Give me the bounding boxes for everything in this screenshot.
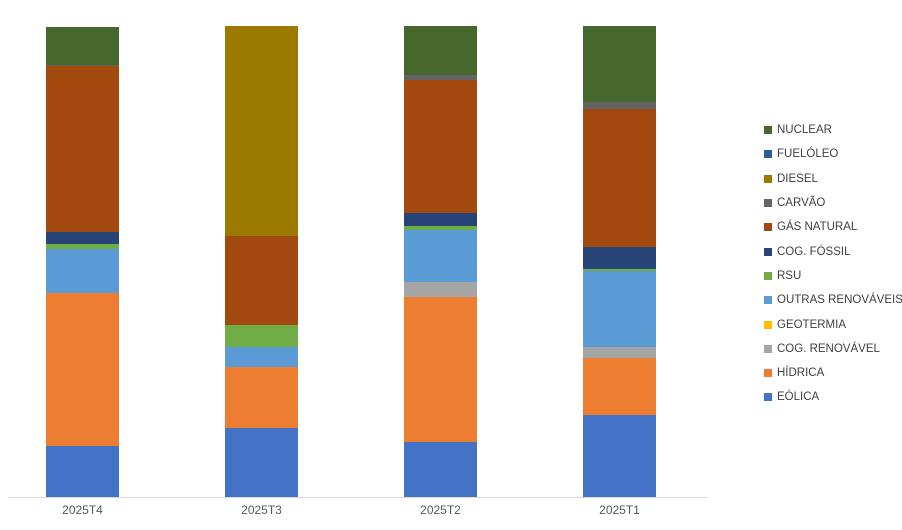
x-tick-label-2025t3: 2025T3 (241, 503, 282, 517)
legend-item-outras-renov-veis: OUTRAS RENOVÁVEIS (764, 288, 902, 312)
segment-nuclear (46, 26, 119, 65)
legend-item-geotermia: GEOTERMIA (764, 312, 902, 336)
legend-swatch-carv-o (764, 199, 772, 208)
legend-label-carv-o: CARVÃO (777, 197, 826, 210)
legend-swatch-nuclear (764, 126, 772, 135)
legend-item-cog-f-ssil: COG. FÓSSIL (764, 239, 902, 263)
segment-cog-f-ssil (46, 232, 119, 245)
legend-item-rsu: RSU (764, 264, 902, 288)
legend-item-h-drica: HÍDRICA (764, 361, 902, 385)
segment-outras-renov-veis (46, 249, 119, 294)
segment-carv-o (583, 101, 656, 109)
segment-rsu (404, 226, 477, 230)
legend-swatch-g-s-natural (764, 223, 772, 232)
legend-label-h-drica: HÍDRICA (777, 367, 825, 380)
segment-rsu (225, 325, 298, 348)
segment-h-drica (225, 367, 298, 429)
segment-g-s-natural (404, 80, 477, 214)
legend-swatch-rsu (764, 271, 772, 280)
legend: NUCLEAR FUELÓLEO DIESEL CARVÃO GÁS NATURAL CO… (764, 118, 902, 410)
x-tick-label-2025t1: 2025T1 (599, 503, 640, 517)
segment-outras-renov-veis (404, 229, 477, 282)
legend-swatch-fuel-leo (764, 150, 772, 159)
segment-cog-renov-vel (404, 281, 477, 297)
legend-swatch-diesel (764, 174, 772, 183)
segment-g-s-natural (46, 66, 119, 233)
legend-swatch-e-lica (764, 393, 772, 402)
segment-e-lica (583, 415, 656, 497)
x-tick-label-2025t2: 2025T2 (420, 503, 461, 517)
legend-label-e-lica: EÓLICA (777, 391, 820, 404)
bar-2025t1 (583, 26, 656, 497)
segment-g-s-natural (225, 236, 298, 326)
legend-item-diesel: DIESEL (764, 167, 902, 191)
legend-swatch-cog-renov-vel (764, 344, 772, 353)
segment-h-drica (583, 358, 656, 416)
segment-outras-renov-veis (583, 271, 656, 348)
legend-label-nuclear: NUCLEAR (777, 124, 832, 137)
legend-swatch-outras-renov-veis (764, 296, 772, 305)
segment-h-drica (46, 293, 119, 447)
segment-g-s-natural (583, 108, 656, 247)
legend-label-diesel: DIESEL (777, 172, 818, 185)
legend-item-g-s-natural: GÁS NATURAL (764, 215, 902, 239)
legend-label-cog-f-ssil: COG. FÓSSIL (777, 245, 851, 258)
segment-diesel (225, 26, 298, 237)
segment-e-lica (46, 446, 119, 497)
segment-outras-renov-veis (225, 347, 298, 368)
legend-label-rsu: RSU (777, 269, 802, 282)
legend-swatch-geotermia (764, 320, 772, 329)
legend-item-carv-o: CARVÃO (764, 191, 902, 215)
segment-rsu (583, 269, 656, 272)
legend-item-cog-renov-vel: COG. RENOVÁVEL (764, 337, 902, 361)
legend-item-e-lica: EÓLICA (764, 385, 902, 409)
segment-rsu (46, 244, 119, 250)
legend-item-fuel-leo: FUELÓLEO (764, 142, 902, 166)
segment-e-lica (225, 428, 298, 497)
segment-carv-o (46, 64, 119, 67)
segment-cog-renov-vel (583, 347, 656, 359)
segment-h-drica (404, 296, 477, 442)
legend-swatch-h-drica (764, 369, 772, 378)
x-tick-label-2025t4: 2025T4 (62, 503, 103, 517)
x-axis-line (8, 497, 708, 498)
legend-label-g-s-natural: GÁS NATURAL (777, 221, 858, 234)
segment-e-lica (404, 441, 477, 497)
plot-area: 2025T4 2025T3 2025T2 2025T1 (8, 26, 708, 517)
legend-swatch-cog-f-ssil (764, 247, 772, 256)
legend-label-cog-renov-vel: COG. RENOVÁVEL (777, 342, 880, 355)
bar-2025t4 (46, 26, 119, 497)
legend-label-geotermia: GEOTERMIA (777, 318, 847, 331)
segment-nuclear (404, 26, 477, 76)
bar-2025t2 (404, 26, 477, 497)
segment-cog-f-ssil (583, 246, 656, 270)
bar-2025t3 (225, 26, 298, 497)
legend-item-nuclear: NUCLEAR (764, 118, 902, 142)
segment-nuclear (583, 26, 656, 102)
legend-label-fuel-leo: FUELÓLEO (777, 148, 839, 161)
legend-label-outras-renov-veis: OUTRAS RENOVÁVEIS (777, 294, 902, 307)
segment-carv-o (404, 75, 477, 81)
segment-cog-f-ssil (404, 213, 477, 227)
